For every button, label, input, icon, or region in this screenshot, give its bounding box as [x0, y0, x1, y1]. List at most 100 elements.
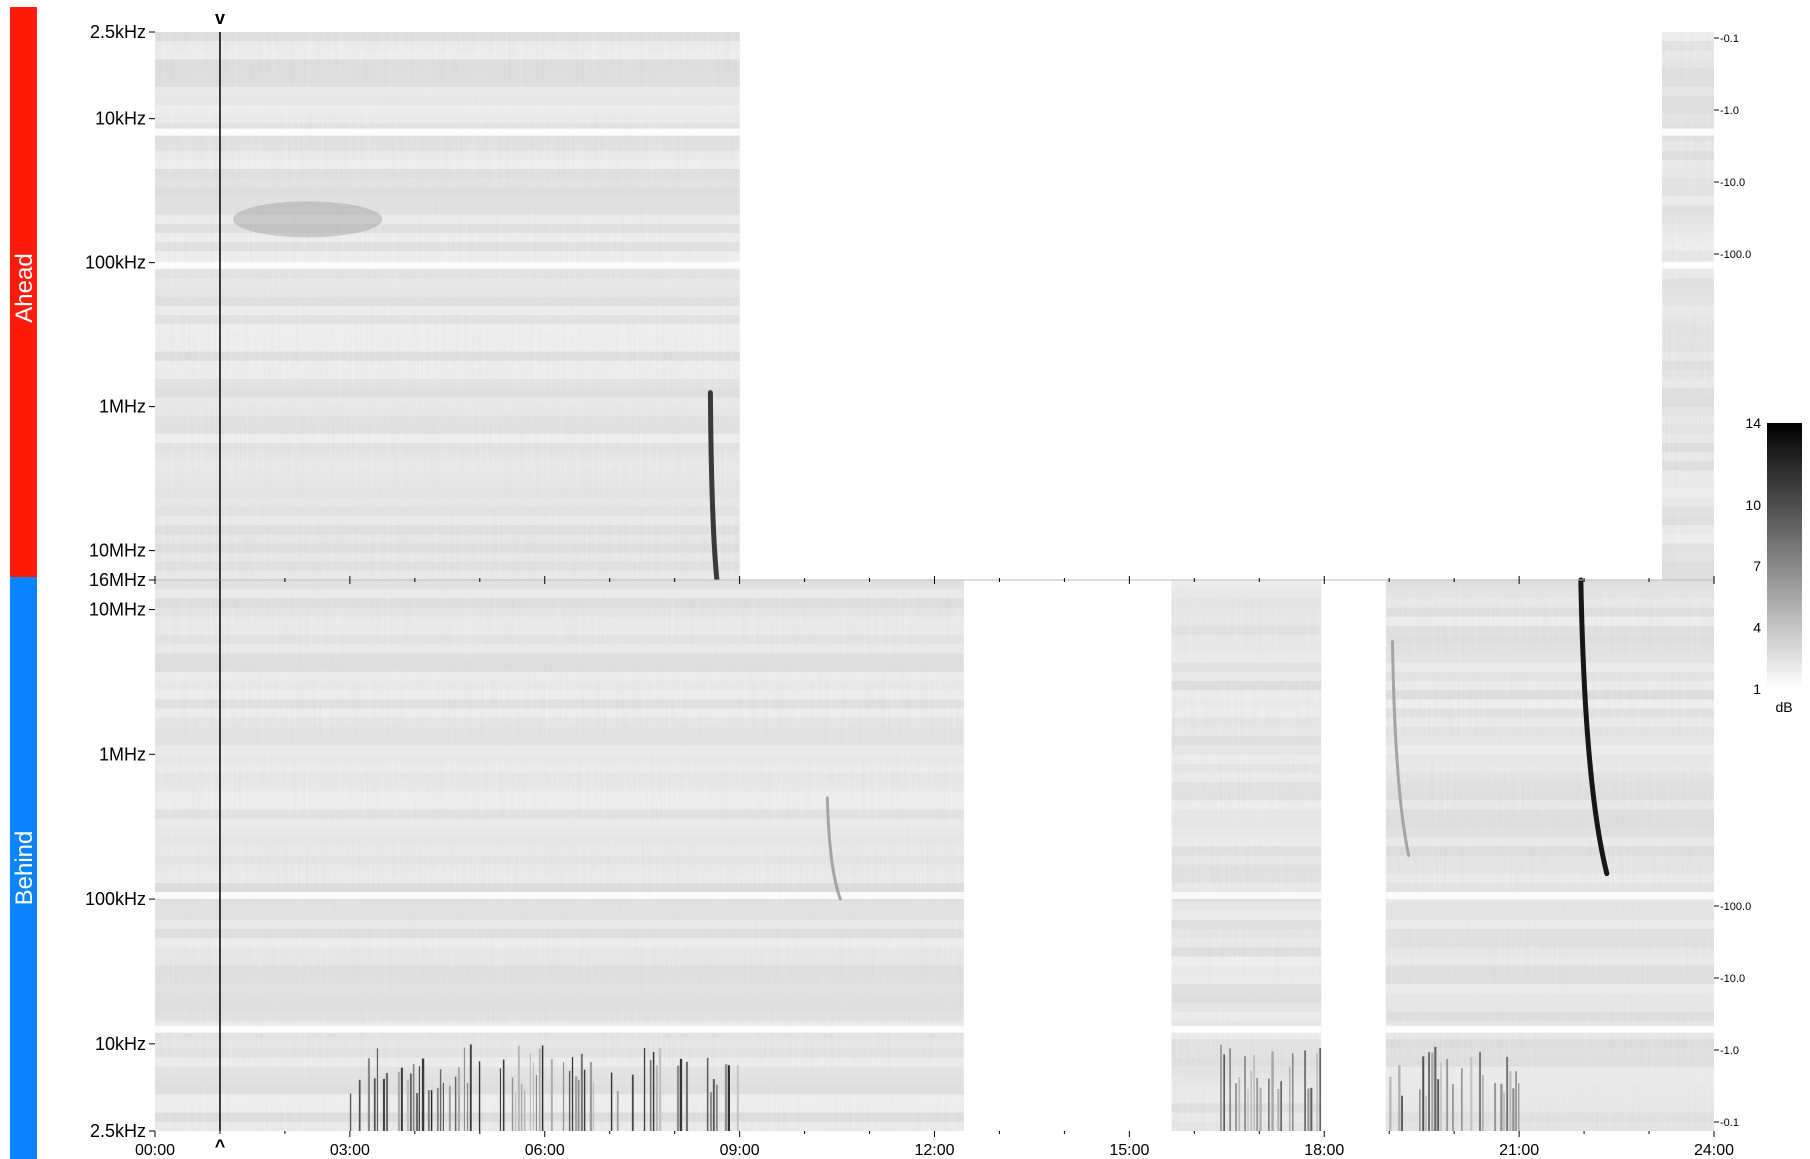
frequency-band: [1171, 791, 1322, 801]
frequency-band: [1385, 873, 1714, 884]
frequency-band: [1662, 114, 1714, 124]
frequency-band: [155, 214, 740, 224]
frequency-band: [155, 1121, 964, 1131]
frequency-band: [1171, 763, 1322, 773]
frequency-band: [155, 187, 740, 197]
frequency-band: [155, 745, 964, 755]
frequency-band: [155, 1011, 964, 1021]
frequency-band: [1385, 965, 1714, 975]
frequency-band: [1171, 772, 1322, 783]
colorbar-tick-label: 14: [1745, 415, 1761, 431]
frequency-band: [1171, 974, 1322, 985]
striation: [1461, 1068, 1463, 1131]
frequency-band: [1662, 379, 1714, 389]
striation: [1398, 1065, 1401, 1131]
behind-label: Behind: [11, 831, 38, 906]
frequency-band: [155, 123, 740, 133]
frequency-band: [155, 616, 964, 626]
frequency-band: [1171, 910, 1322, 920]
striation: [652, 1051, 655, 1131]
striation: [466, 1082, 469, 1131]
frequency-band: [155, 598, 964, 608]
striation: [1503, 1091, 1505, 1131]
striation: [1229, 1048, 1231, 1131]
striation: [676, 1065, 680, 1131]
frequency-band: [1385, 598, 1714, 608]
frequency-band: [1171, 883, 1322, 893]
frequency-band: [1385, 690, 1714, 700]
frequency-band: [1662, 123, 1714, 133]
striation: [436, 1087, 439, 1131]
frequency-band: [155, 296, 740, 306]
frequency-band: [1662, 506, 1714, 517]
frequency-band: [1662, 77, 1714, 87]
frequency-band: [155, 580, 964, 590]
frequency-band: [155, 635, 964, 645]
striation: [439, 1069, 442, 1131]
frequency-band: [1662, 342, 1714, 352]
frequency-band: [1662, 232, 1714, 243]
frequency-band: [155, 1048, 964, 1058]
frequency-band: [1171, 653, 1322, 663]
striation: [1401, 1095, 1403, 1131]
frequency-tick-label: 100kHz: [85, 253, 146, 273]
frequency-band: [155, 360, 740, 370]
frequency-tick-label: 10kHz: [95, 1034, 146, 1054]
striation: [406, 1079, 409, 1131]
frequency-band: [155, 965, 964, 975]
frequency-band: [1662, 214, 1714, 224]
frequency-band: [1662, 525, 1714, 535]
striation: [409, 1073, 412, 1131]
striation: [400, 1067, 403, 1131]
striation: [1310, 1087, 1313, 1131]
striation: [1389, 1076, 1392, 1131]
striation: [592, 1082, 595, 1131]
frequency-band: [155, 552, 740, 562]
time-tick-label: 03:00: [330, 1142, 370, 1159]
frequency-band: [1385, 864, 1714, 874]
radio-burst: [825, 796, 842, 901]
quiet-band: [1662, 261, 1714, 269]
frequency-band: [1662, 141, 1714, 151]
frequency-band: [1385, 681, 1714, 691]
frequency-band: [1662, 205, 1714, 215]
frequency-band: [155, 178, 740, 188]
frequency-band: [155, 846, 964, 856]
striation: [382, 1078, 385, 1131]
frequency-band: [155, 95, 740, 106]
striation: [535, 1074, 537, 1131]
frequency-band: [155, 837, 964, 847]
frequency-band: [1385, 883, 1714, 893]
time-tick-label: 06:00: [525, 1142, 565, 1159]
quiet-band: [1171, 1025, 1322, 1033]
striation: [1425, 1095, 1427, 1131]
frequency-band: [1171, 681, 1322, 691]
striation: [1518, 1083, 1520, 1131]
striation: [1277, 1089, 1280, 1131]
striation: [685, 1061, 689, 1131]
frequency-band: [1662, 169, 1714, 179]
striation: [1316, 1052, 1318, 1131]
striation: [1280, 1081, 1283, 1131]
frequency-band: [1662, 223, 1714, 233]
frequency-band: [155, 984, 964, 994]
striation: [1440, 1062, 1442, 1131]
frequency-band: [155, 690, 964, 700]
frequency-band: [1385, 671, 1714, 682]
quiet-band: [155, 128, 740, 136]
frequency-tick-label: 100kHz: [85, 889, 146, 909]
frequency-band: [1171, 873, 1322, 884]
frequency-band: [1385, 1011, 1714, 1021]
frequency-band: [155, 315, 740, 325]
frequency-band: [1171, 708, 1322, 718]
frequency-band: [1385, 947, 1714, 957]
behind-label-bar: [10, 577, 37, 1159]
striation: [358, 1079, 361, 1131]
frequency-band: [155, 516, 740, 526]
segment-noise: [1385, 580, 1714, 1131]
striation: [511, 1077, 514, 1131]
frequency-band: [155, 644, 964, 654]
frequency-band: [155, 232, 740, 243]
frequency-band: [1385, 745, 1714, 755]
frequency-band: [1171, 965, 1322, 975]
